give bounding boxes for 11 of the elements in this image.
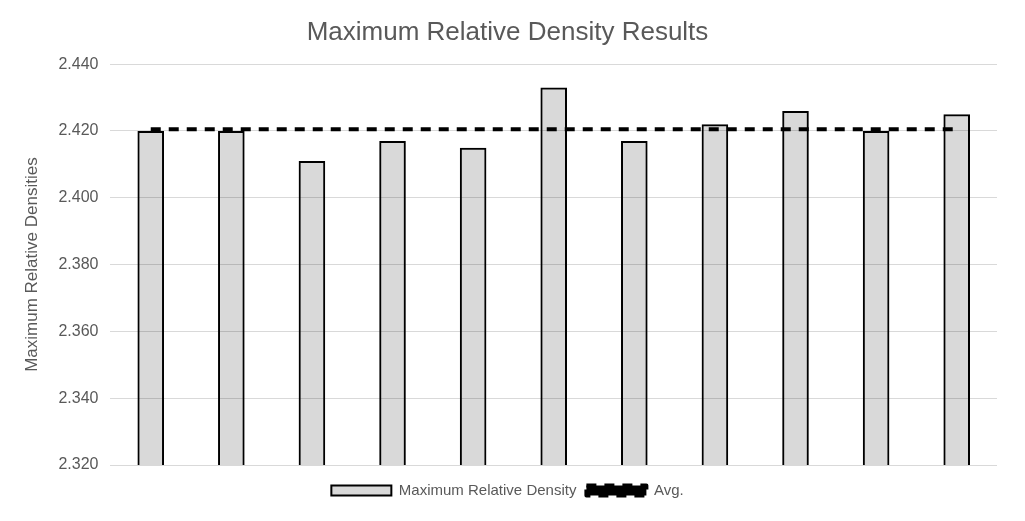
y-tick-label: 2.320 — [58, 455, 99, 473]
y-tick-label: 2.400 — [58, 188, 99, 206]
y-tick-label: 2.420 — [58, 121, 99, 139]
y-axis-title: Maximum Relative Densities — [21, 157, 41, 372]
y-tick-label: 2.380 — [58, 255, 99, 273]
chart-title: Maximum Relative Density Results — [306, 15, 709, 46]
y-tick-label: 2.340 — [58, 388, 99, 406]
legend-label: Avg. — [653, 480, 684, 498]
y-tick-label: 2.440 — [58, 54, 99, 72]
y-tick-label: 2.360 — [58, 321, 99, 339]
legend-label: Maximum Relative Density — [398, 480, 577, 498]
